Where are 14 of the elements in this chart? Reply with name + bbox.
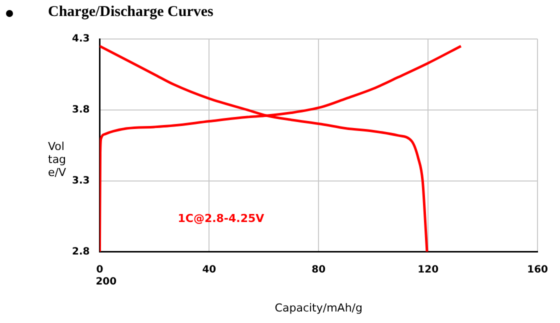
y-tick-label: 3.8 [72, 104, 90, 116]
x-tick-label: 160 [527, 264, 548, 276]
x-tick-label: 40 [202, 264, 216, 276]
x-axis-title: Capacity/mAh/g [274, 301, 362, 314]
x-tick-label: 120 [418, 264, 439, 276]
x-tick-label: 0 [96, 264, 104, 276]
y-axis-title: Voltage/V [48, 140, 68, 179]
annotation: 1C@2.8-4.25V [178, 212, 265, 225]
y-tick-label: 4.3 [72, 34, 90, 45]
x-tick-label: 80 [312, 264, 326, 276]
chart-title: Charge/Discharge Curves [48, 4, 214, 21]
y-tick-label: 3.3 [72, 175, 90, 186]
text: 200 [96, 276, 117, 288]
y-tick-label: 2.8 [72, 246, 90, 258]
